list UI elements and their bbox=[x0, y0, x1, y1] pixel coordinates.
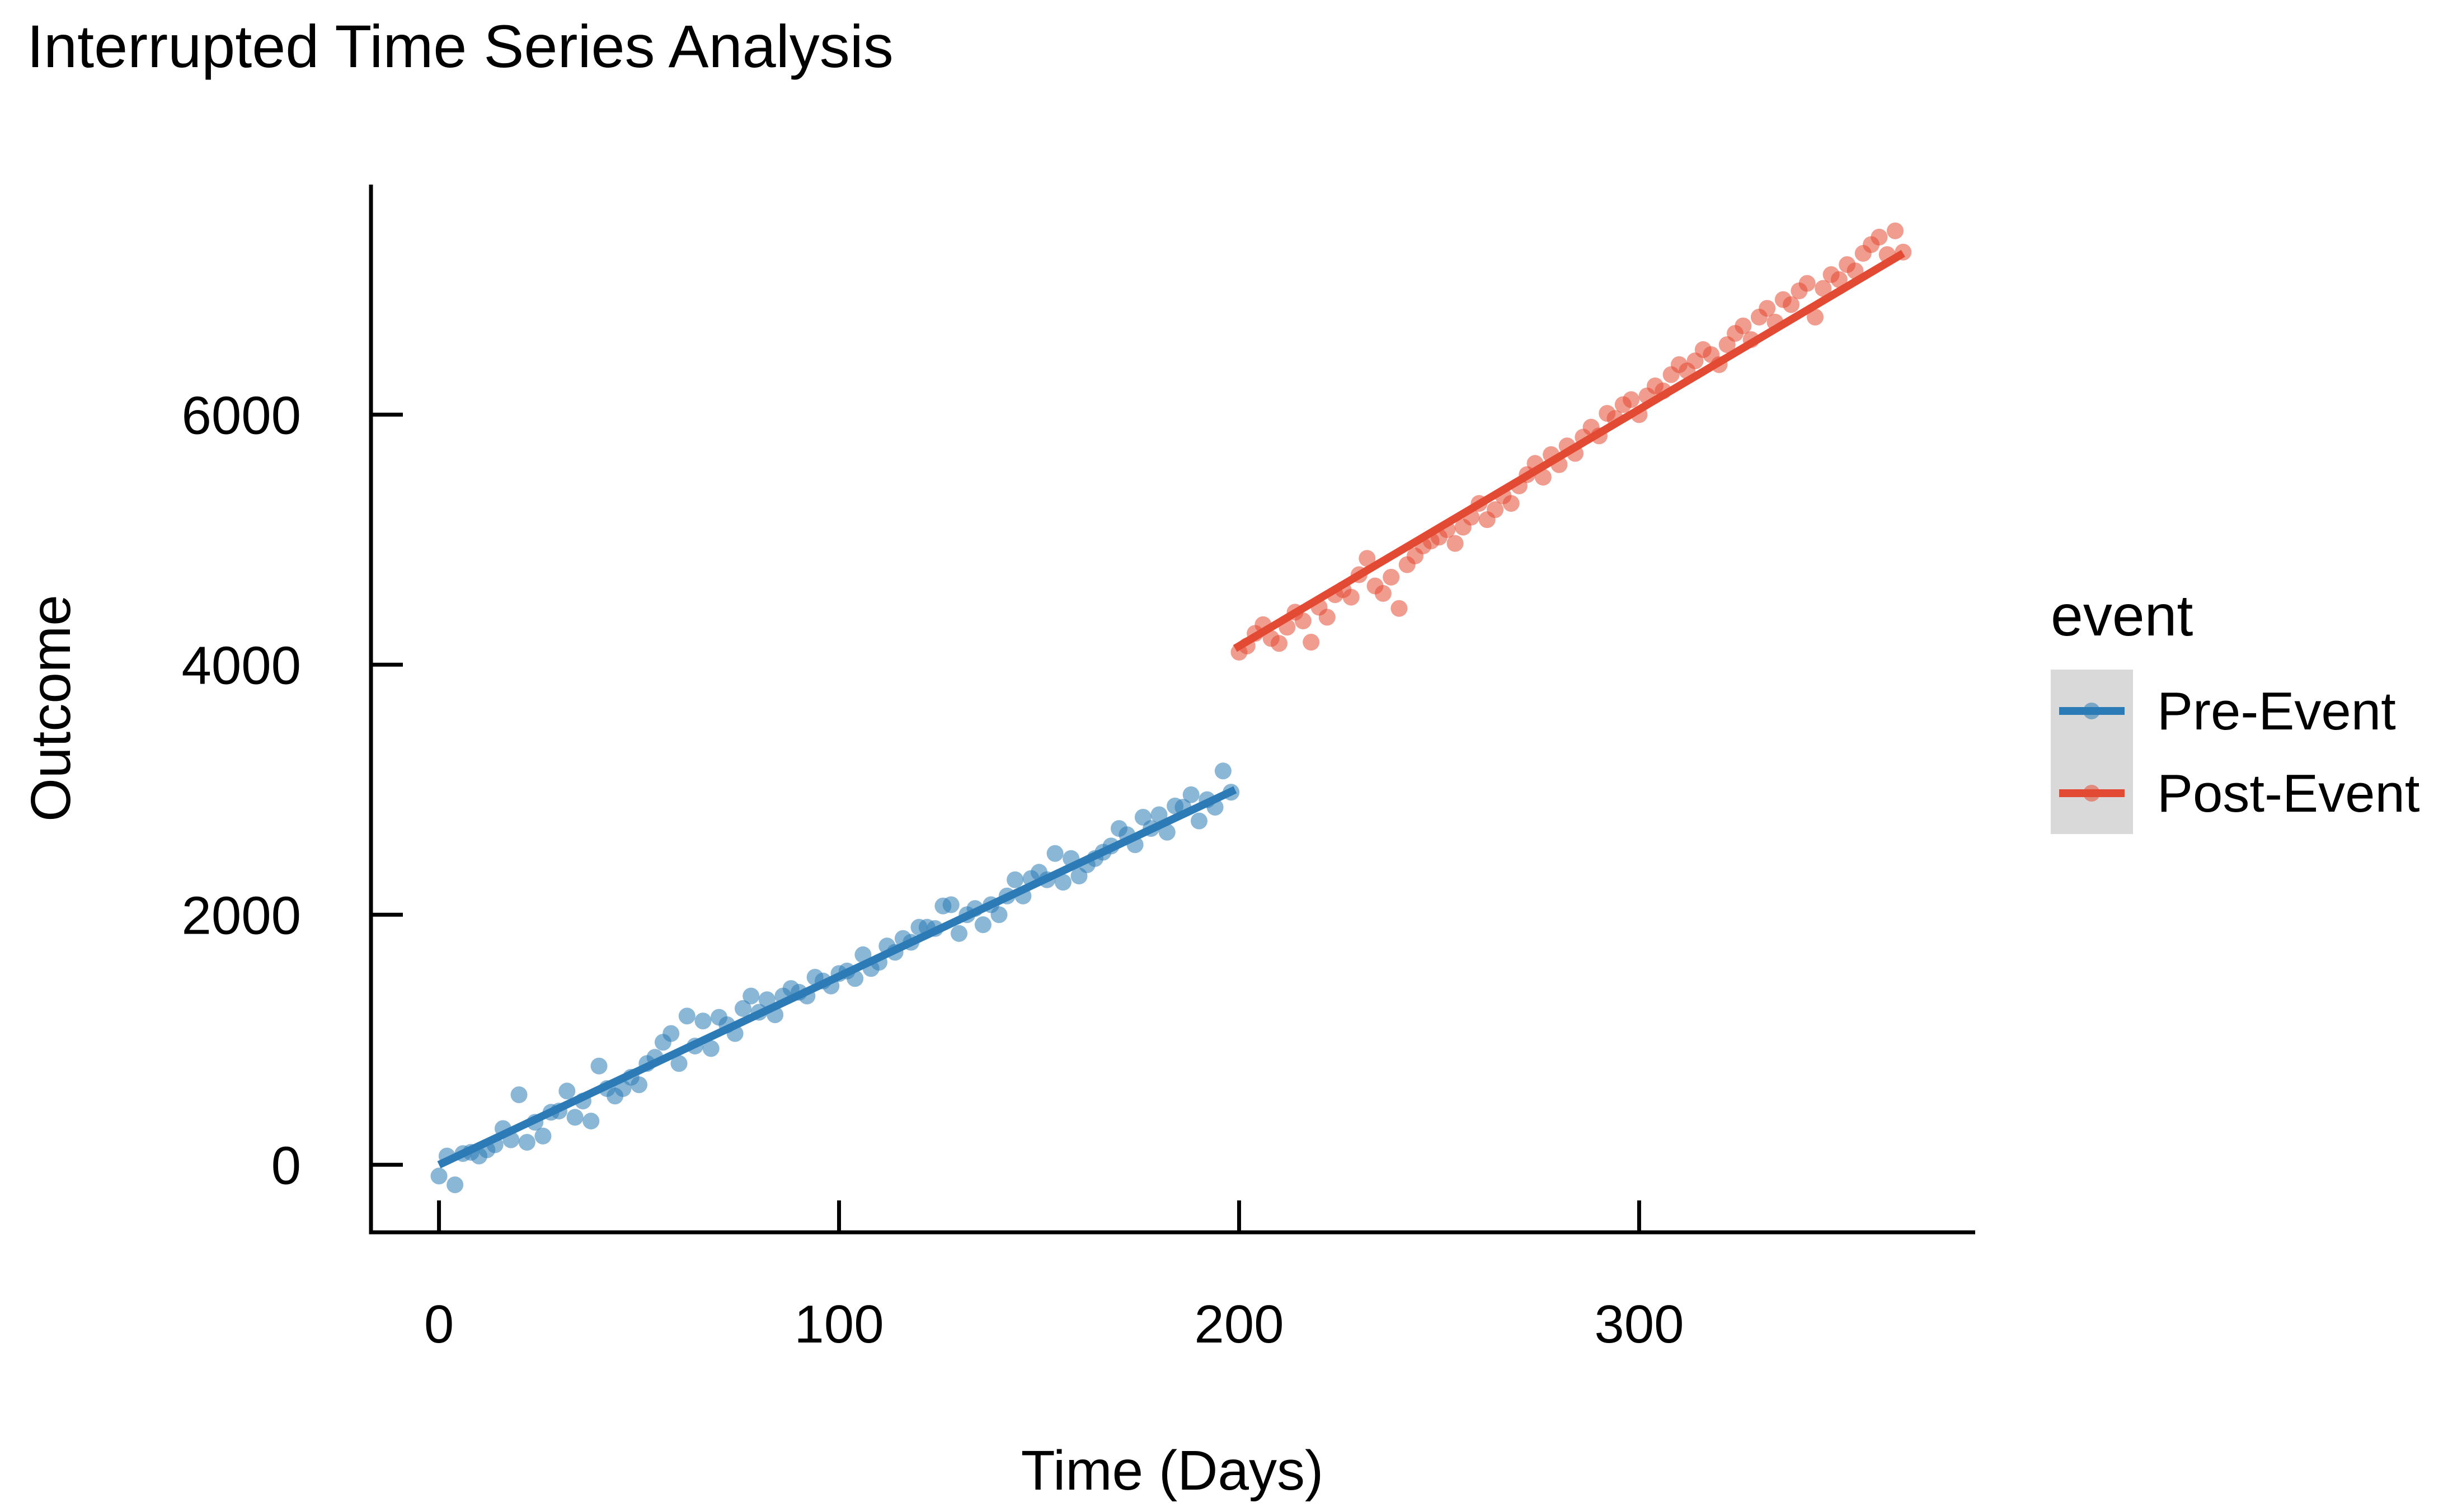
post-event-point bbox=[1446, 535, 1464, 552]
chart-title: Interrupted Time Series Analysis bbox=[27, 12, 894, 80]
y-tick-label: 0 bbox=[271, 1136, 301, 1195]
x-tick-label: 100 bbox=[794, 1294, 884, 1354]
pre-event-legend-label: Pre-Event bbox=[2157, 681, 2396, 741]
post-event-point bbox=[1294, 613, 1312, 630]
post-event-point bbox=[1487, 501, 1504, 519]
pre-event-point bbox=[950, 925, 967, 942]
pre-event-point bbox=[631, 1076, 648, 1094]
y-tick-label: 2000 bbox=[181, 885, 301, 945]
post-event-point bbox=[1783, 296, 1800, 313]
series-lines bbox=[437, 249, 1905, 1169]
post-event-point bbox=[1887, 222, 1904, 239]
pre-event-point bbox=[1182, 786, 1200, 803]
post-event-point bbox=[1342, 588, 1360, 606]
x-ticks: 0 100 200 300 bbox=[424, 1200, 1684, 1354]
legend-title: event bbox=[2051, 583, 2193, 648]
post-event-point bbox=[1303, 634, 1320, 651]
pre-event-point bbox=[566, 1109, 584, 1126]
post-event-point bbox=[1798, 275, 1816, 292]
pre-event-point bbox=[447, 1176, 464, 1194]
post-event-legend-key-point bbox=[2083, 785, 2100, 802]
legend-key-background bbox=[2051, 670, 2133, 834]
pre-event-point bbox=[990, 906, 1008, 924]
series-points bbox=[430, 222, 1912, 1194]
x-axis-label: Time (Days) bbox=[1021, 1439, 1324, 1502]
pre-event-point bbox=[702, 1040, 720, 1057]
post-event-point bbox=[1815, 280, 1832, 297]
legend: event Pre-Event Post-Event bbox=[2051, 583, 2420, 834]
pre-event-point bbox=[1046, 845, 1064, 862]
post-event-point bbox=[1735, 317, 1752, 335]
pre-event-point bbox=[1214, 762, 1232, 780]
plot-area: 0 100 200 300 0 2000 4000 6000 bbox=[181, 185, 1975, 1354]
post-event-point bbox=[1759, 300, 1776, 317]
pre-event-point bbox=[558, 1082, 576, 1100]
post-event-point bbox=[1830, 271, 1848, 288]
post-event-point bbox=[1871, 228, 1888, 246]
post-event-legend-label: Post-Event bbox=[2157, 764, 2420, 823]
y-ticks: 0 2000 4000 6000 bbox=[181, 385, 403, 1195]
pre-event-point bbox=[430, 1167, 448, 1185]
x-tick-label: 200 bbox=[1194, 1294, 1284, 1354]
pre-event-point bbox=[678, 1007, 696, 1025]
y-tick-label: 4000 bbox=[181, 635, 301, 695]
post-event-point bbox=[1359, 550, 1376, 567]
pre-event-point bbox=[590, 1057, 608, 1075]
pre-event-point bbox=[1007, 871, 1024, 888]
y-axis-label: Outcome bbox=[20, 595, 82, 822]
pre-event-point bbox=[1190, 812, 1207, 830]
pre-event-point bbox=[518, 1134, 535, 1151]
post-event-trend-line bbox=[1233, 249, 1905, 652]
post-event-point bbox=[1807, 308, 1824, 326]
x-tick-label: 300 bbox=[1594, 1294, 1684, 1354]
pre-event-point bbox=[662, 1025, 680, 1042]
pre-event-trend-line bbox=[437, 786, 1237, 1169]
x-tick-label: 0 bbox=[424, 1294, 454, 1354]
post-event-point bbox=[1390, 600, 1408, 617]
post-event-point bbox=[1383, 568, 1400, 586]
pre-event-legend-key-point bbox=[2083, 703, 2100, 719]
pre-event-point bbox=[534, 1127, 552, 1144]
post-event-point bbox=[1374, 585, 1392, 602]
pre-event-point bbox=[582, 1113, 600, 1130]
pre-event-point bbox=[694, 1012, 712, 1030]
post-event-point bbox=[1502, 494, 1520, 512]
post-event-point bbox=[1270, 635, 1288, 652]
legend-entries: Pre-Event Post-Event bbox=[2059, 681, 2420, 823]
pre-event-point bbox=[1054, 874, 1072, 891]
pre-event-point bbox=[942, 896, 960, 913]
y-tick-label: 6000 bbox=[181, 385, 301, 445]
pre-event-point bbox=[1150, 806, 1168, 823]
pre-event-point bbox=[974, 916, 992, 934]
post-event-point bbox=[1623, 391, 1640, 408]
pre-event-point bbox=[670, 1055, 688, 1072]
pre-event-point bbox=[734, 1000, 751, 1017]
pre-event-point bbox=[510, 1086, 528, 1104]
post-event-point bbox=[1318, 609, 1336, 626]
pre-event-point bbox=[743, 987, 760, 1005]
